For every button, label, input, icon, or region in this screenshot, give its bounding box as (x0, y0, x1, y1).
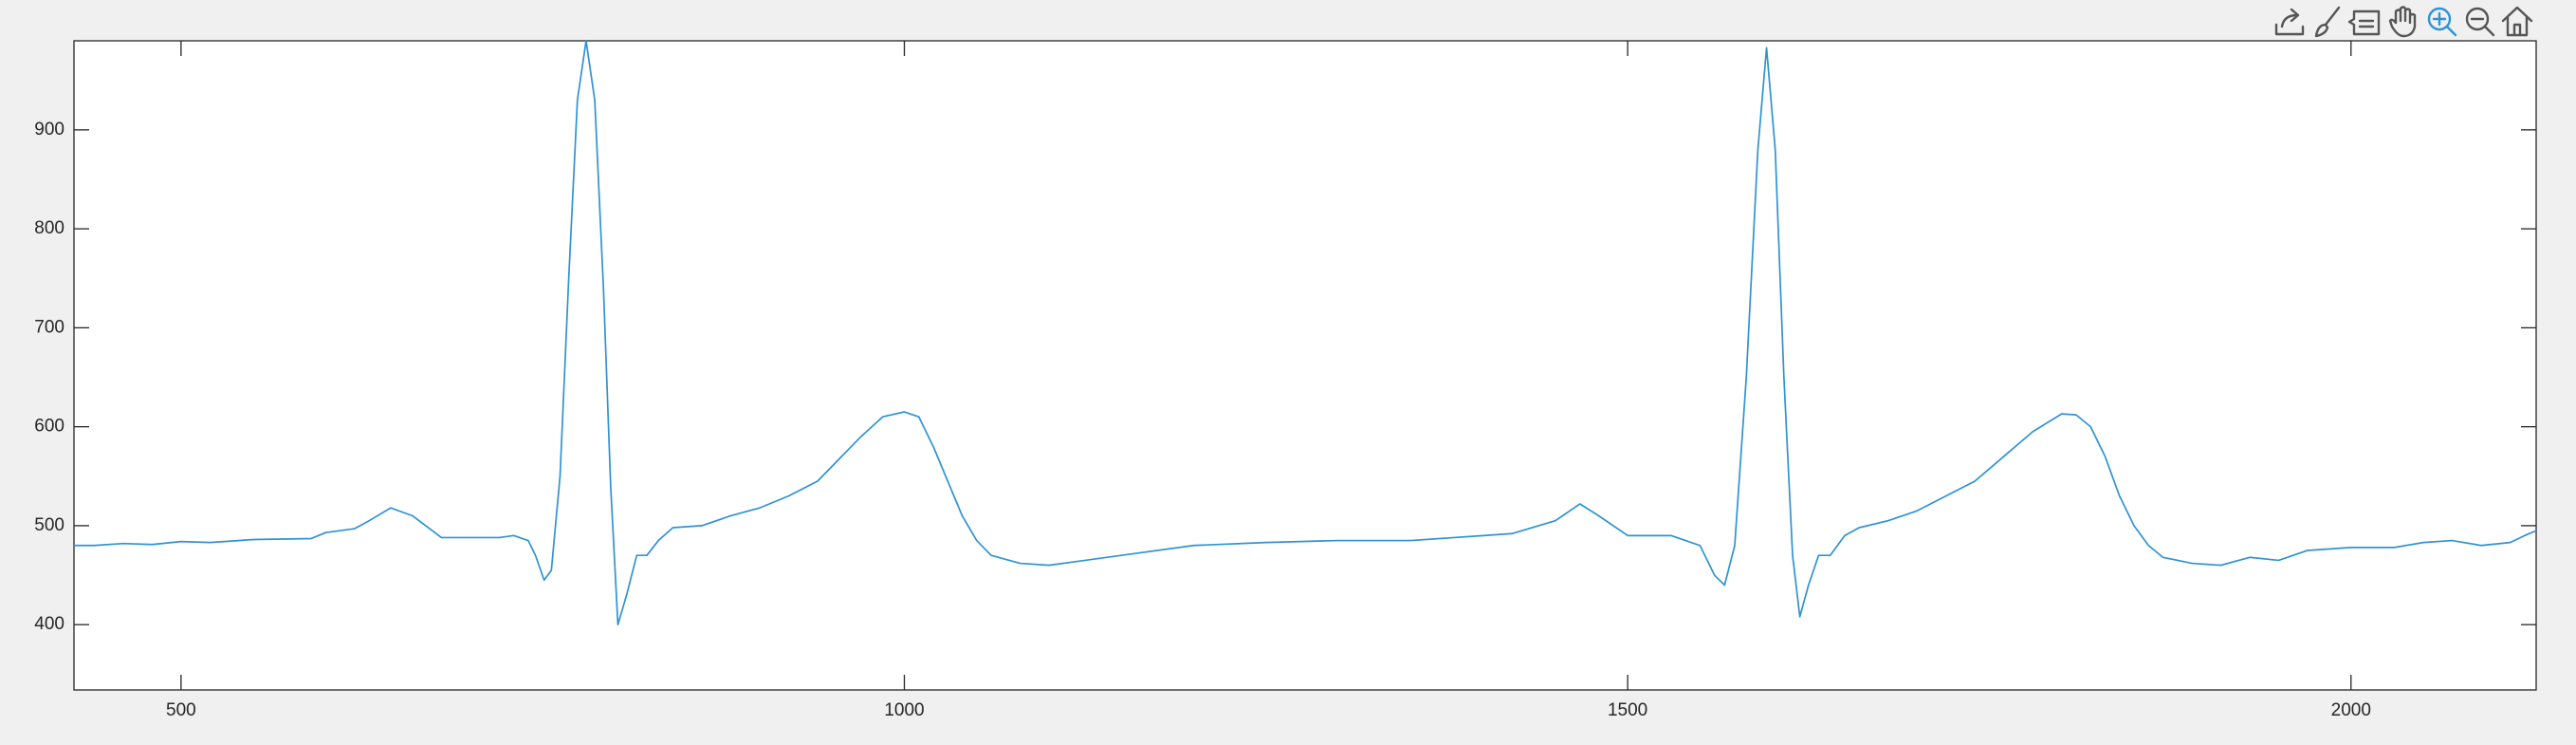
pan-button[interactable] (2388, 6, 2417, 38)
toolbar (2274, 6, 2533, 38)
y-tick-label: 500 (34, 515, 64, 535)
export-button[interactable] (2274, 8, 2305, 36)
y-tick-label: 400 (34, 614, 64, 634)
y-tick-label: 600 (34, 417, 64, 437)
zoom-out-button[interactable] (2465, 7, 2495, 37)
x-tick-label: 1000 (884, 700, 924, 720)
x-tick-label: 1500 (1608, 700, 1647, 720)
y-tick-label: 700 (34, 317, 64, 337)
axes-box (73, 40, 2537, 691)
home-button[interactable] (2501, 6, 2533, 37)
y-tick-label: 900 (34, 120, 64, 140)
y-tick-label: 800 (34, 218, 64, 238)
datatip-button[interactable] (2347, 9, 2381, 36)
x-tick-label: 500 (166, 700, 196, 720)
x-tick-label: 2000 (2331, 700, 2371, 720)
signal-line (74, 40, 2537, 626)
zoom-in-button[interactable] (2427, 7, 2457, 37)
brush-button[interactable] (2314, 6, 2341, 38)
